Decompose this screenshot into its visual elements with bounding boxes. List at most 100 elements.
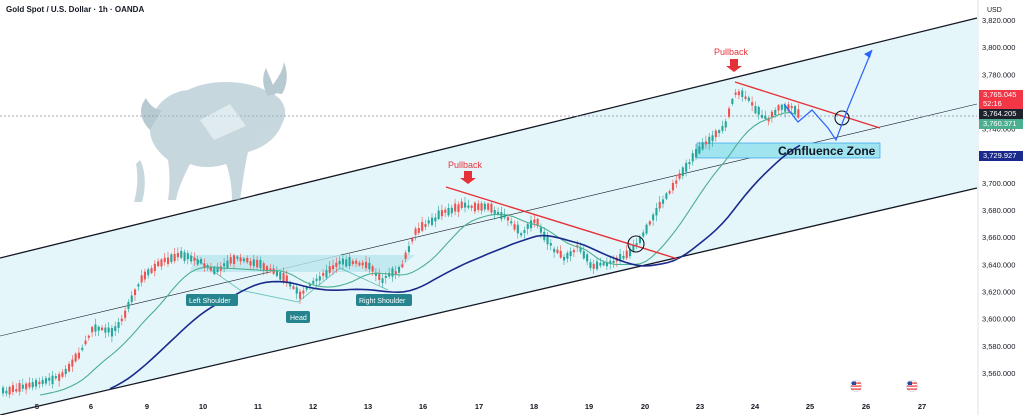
candle-body <box>285 275 288 284</box>
candle-body <box>262 263 265 271</box>
candle-body <box>117 322 120 328</box>
price-box <box>979 90 1023 100</box>
channel-upper-line[interactable] <box>0 17 978 259</box>
price-tick-label: 3,660.000 <box>982 233 1015 242</box>
candle-body <box>137 284 140 287</box>
candle-body <box>734 92 737 95</box>
candle-body <box>635 243 638 246</box>
candle-body <box>97 326 100 331</box>
price-box-label: 52:16 <box>983 99 1002 108</box>
candle-body <box>559 250 562 258</box>
candle-body <box>180 250 183 258</box>
candle-body <box>31 381 34 388</box>
candle-body <box>675 180 678 184</box>
candle-body <box>625 250 628 259</box>
time-tick-label: 19 <box>585 402 593 411</box>
pullback-arrow-1 <box>460 171 476 184</box>
candle-body <box>592 263 595 269</box>
time-tick-label: 11 <box>254 402 262 411</box>
candle-body <box>368 262 371 270</box>
candle-body <box>381 278 384 284</box>
candle-body <box>553 248 556 253</box>
us-flag-icon <box>850 380 862 392</box>
pullback-arrow-2 <box>726 59 742 72</box>
candle-body <box>147 269 150 276</box>
candle-body <box>196 259 199 265</box>
candle-body <box>467 205 470 208</box>
candle-body <box>642 232 645 237</box>
candle-body <box>167 257 170 264</box>
candle-body <box>691 153 694 162</box>
candle-body <box>183 252 186 261</box>
candle-body <box>503 214 506 218</box>
candle-body <box>226 260 229 268</box>
candle-body <box>629 248 632 257</box>
candle-body <box>332 265 335 270</box>
candle-body <box>652 214 655 221</box>
candle-body <box>665 193 668 199</box>
candle-body <box>140 275 143 283</box>
confluence-zone-label: Confluence Zone <box>778 144 876 158</box>
candle-body <box>483 203 486 210</box>
bull-illustration <box>134 62 287 202</box>
candle-body <box>242 258 245 262</box>
candle-body <box>698 146 701 154</box>
time-tick-label: 17 <box>475 402 483 411</box>
time-tick-label: 27 <box>918 402 926 411</box>
candle-body <box>790 106 793 109</box>
head-label: Head <box>290 315 307 322</box>
us-flag-icon <box>906 380 918 392</box>
price-tick-label: 3,600.000 <box>982 315 1015 324</box>
candle-body <box>784 105 787 112</box>
candle-body <box>120 318 123 322</box>
candle-body <box>454 203 457 212</box>
candle-body <box>497 211 500 215</box>
candle-body <box>586 254 589 262</box>
candle-body <box>407 246 410 253</box>
channel-lower-line[interactable] <box>0 187 978 415</box>
candle-body <box>533 219 536 224</box>
time-tick-label: 23 <box>696 402 704 411</box>
candle-body <box>186 253 189 260</box>
candle-body <box>761 115 764 118</box>
candle-body <box>107 327 110 333</box>
candle-body <box>622 255 625 259</box>
candle-body <box>87 335 90 338</box>
candle-body <box>355 260 358 264</box>
price-tick-label: 3,780.000 <box>982 70 1015 79</box>
candle-body <box>794 106 797 114</box>
pullback-trendline-2[interactable] <box>734 81 881 129</box>
candle-body <box>318 276 321 281</box>
candle-body <box>110 328 113 337</box>
candle-body <box>632 245 635 251</box>
time-tick-label: 12 <box>309 402 317 411</box>
candle-body <box>219 266 222 271</box>
candle-body <box>777 105 780 111</box>
candle-body <box>305 287 308 290</box>
candle-body <box>216 266 219 273</box>
candle-body <box>289 282 292 287</box>
candle-body <box>223 263 226 267</box>
candle-body <box>754 106 757 114</box>
candle-body <box>431 217 434 226</box>
candle-body <box>668 191 671 194</box>
candle-body <box>229 257 232 264</box>
candle-body <box>124 310 127 318</box>
candle-body <box>315 278 318 281</box>
pullback-label-2: Pullback <box>714 47 749 57</box>
candle-body <box>678 173 681 179</box>
price-tick-label: 3,700.000 <box>982 179 1015 188</box>
time-tick-label: 6 <box>89 402 93 411</box>
candle-body <box>249 261 252 266</box>
channel-mid-line[interactable] <box>0 103 978 337</box>
candle-body <box>190 255 193 262</box>
candle-body <box>200 259 203 264</box>
projection-path <box>783 49 873 142</box>
time-tick-label: 5 <box>35 402 39 411</box>
candle-body <box>134 289 137 296</box>
candle-body <box>104 327 107 333</box>
pullback-trendline-1[interactable] <box>445 186 679 260</box>
candle-body <box>206 265 209 268</box>
candle-body <box>74 353 77 362</box>
